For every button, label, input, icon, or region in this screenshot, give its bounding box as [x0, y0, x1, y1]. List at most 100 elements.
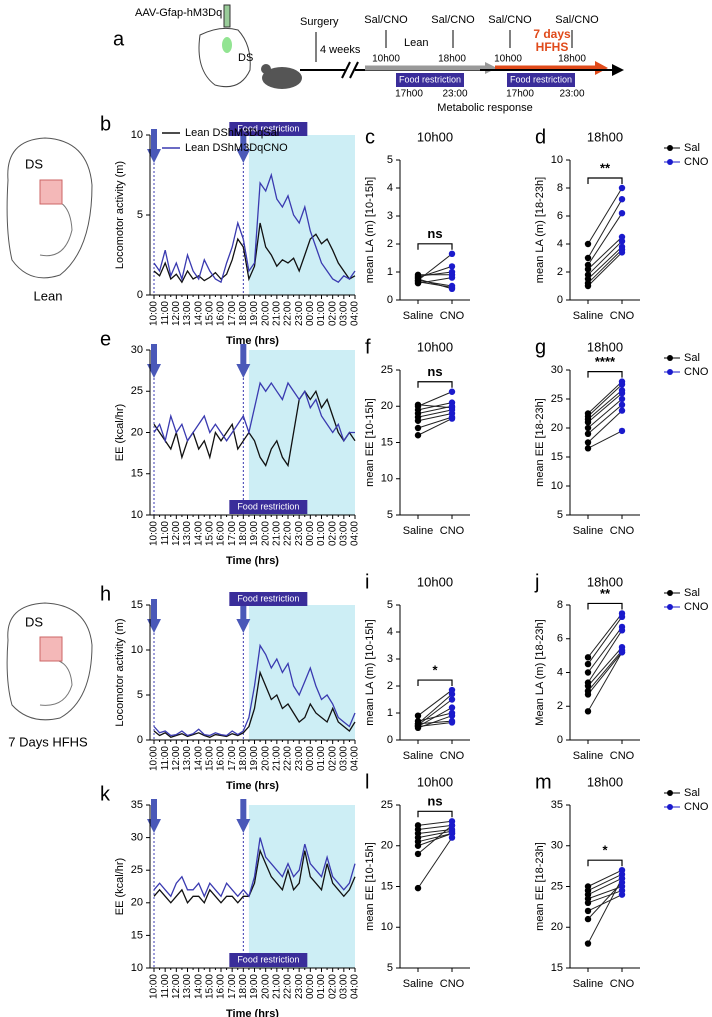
data-point — [584, 416, 592, 423]
restriction-box — [396, 73, 464, 87]
pair-line — [417, 824, 453, 830]
brain-outline — [6, 602, 93, 721]
x-tick-label: 16:00 — [216, 974, 227, 999]
data-point — [584, 282, 592, 290]
legend-marker — [667, 145, 673, 151]
x-tick-label: 04:00 — [350, 301, 361, 326]
legend-marker — [667, 159, 673, 165]
pair-line — [587, 384, 623, 417]
data-point — [618, 613, 626, 621]
x-tick-label: 20:00 — [260, 301, 271, 326]
pair-line — [417, 837, 453, 889]
hfhs-label: HFHS — [536, 40, 569, 54]
data-point — [448, 415, 456, 422]
y-tick-label: 20 — [381, 840, 393, 852]
x-tick-label: 14:00 — [193, 521, 204, 546]
pair-line — [587, 873, 623, 892]
data-point — [618, 210, 626, 217]
lean-label: Lean — [404, 37, 428, 49]
x-tick-label: 13:00 — [182, 974, 193, 999]
significance-label: * — [602, 843, 608, 858]
y-axis-label: Mean LA (m) [18-23h] — [534, 619, 546, 725]
y-tick-label: 30 — [131, 344, 143, 356]
x-tick-label: 01:00 — [316, 974, 327, 999]
x-tick-label: 18:00 — [238, 301, 249, 326]
x-tick-label: 11:00 — [160, 974, 171, 999]
data-point — [584, 907, 592, 915]
data-point — [584, 940, 592, 947]
legend-label: CNO — [684, 601, 709, 613]
y-tick-label: 2 — [557, 266, 563, 278]
x-tick-label: 14:00 — [193, 746, 204, 771]
x-tick-label: 23:00 — [294, 301, 305, 326]
x-tick-label: Saline — [403, 525, 434, 537]
x-tick-label: 22:00 — [283, 746, 294, 771]
y-tick-label: 2 — [387, 238, 393, 250]
y-tick-label: 20 — [551, 422, 563, 434]
legend-label: Lean DShM3DqCNO — [185, 142, 288, 154]
x-tick-label: 14:00 — [193, 301, 204, 326]
restriction-label: Food restriction — [510, 74, 572, 84]
time-label: 10h00 — [372, 54, 400, 65]
x-tick-label: 11:00 — [160, 746, 171, 771]
y-tick-label: 0 — [387, 294, 393, 306]
pair-line — [587, 878, 623, 944]
pair-line — [587, 630, 623, 683]
legend-marker — [667, 804, 673, 810]
chart-title: 10h00 — [417, 339, 453, 354]
arrow-head — [595, 61, 608, 75]
data-point — [618, 627, 626, 634]
data-point — [448, 388, 456, 395]
x-tick-label: 12:00 — [171, 521, 182, 546]
pair-line — [417, 721, 453, 727]
significance-bracket — [417, 381, 453, 388]
pair-line — [417, 271, 453, 277]
x-tick-label: 17:00 — [227, 974, 238, 999]
pair-line — [417, 416, 453, 429]
x-tick-label: 21:00 — [271, 746, 282, 771]
injection-arrow — [147, 599, 161, 633]
y-tick-label: 30 — [551, 364, 563, 376]
significance-label: ** — [600, 160, 611, 175]
y-tick-label: 20 — [551, 921, 563, 933]
x-tick-label: 16:00 — [216, 521, 227, 546]
time-label: 17h00 — [506, 89, 534, 100]
y-axis-label: mean EE [18-23h] — [534, 842, 546, 931]
pair-line — [417, 720, 453, 725]
pair-line — [587, 381, 623, 414]
wait-label: 4 weeks — [320, 44, 361, 56]
x-tick-label: 14:00 — [193, 974, 204, 999]
x-tick-label: 15:00 — [204, 746, 215, 771]
panel-letter: m — [535, 771, 552, 793]
data-point — [448, 704, 456, 711]
region-label: DS — [25, 614, 43, 629]
data-point — [414, 884, 422, 892]
data-point — [618, 427, 626, 435]
panel-letter: h — [100, 583, 111, 605]
x-tick-label: 11:00 — [160, 301, 171, 326]
legend-label: Sal — [684, 787, 700, 799]
pair-line — [417, 712, 453, 722]
y-tick-label: 6 — [557, 633, 563, 645]
data-point — [448, 404, 456, 411]
significance-label: ns — [427, 226, 442, 241]
y-tick-label: 25 — [131, 864, 143, 876]
chart-title: 10h00 — [417, 129, 453, 144]
x-tick-label: 15:00 — [204, 974, 215, 999]
time-label: 23:00 — [442, 89, 467, 100]
schematic: a AAV-Gfap-hM3Dq DS Surgery 4 weeks Sal/… — [113, 4, 624, 114]
significance-bracket — [587, 371, 623, 378]
injection-label: Sal/CNO — [431, 14, 475, 26]
x-tick-label: 01:00 — [316, 521, 327, 546]
x-tick-label: 04:00 — [350, 974, 361, 999]
x-tick-label: 13:00 — [182, 301, 193, 326]
y-tick-label: 25 — [551, 393, 563, 405]
series-line — [153, 848, 356, 905]
legend-marker — [667, 604, 673, 610]
y-axis-label: EE (kcal/hr) — [114, 858, 126, 915]
data-point — [584, 266, 592, 273]
data-point — [584, 654, 592, 661]
data-point — [584, 682, 592, 690]
condition-label: 7 Days HFHS — [8, 734, 88, 749]
